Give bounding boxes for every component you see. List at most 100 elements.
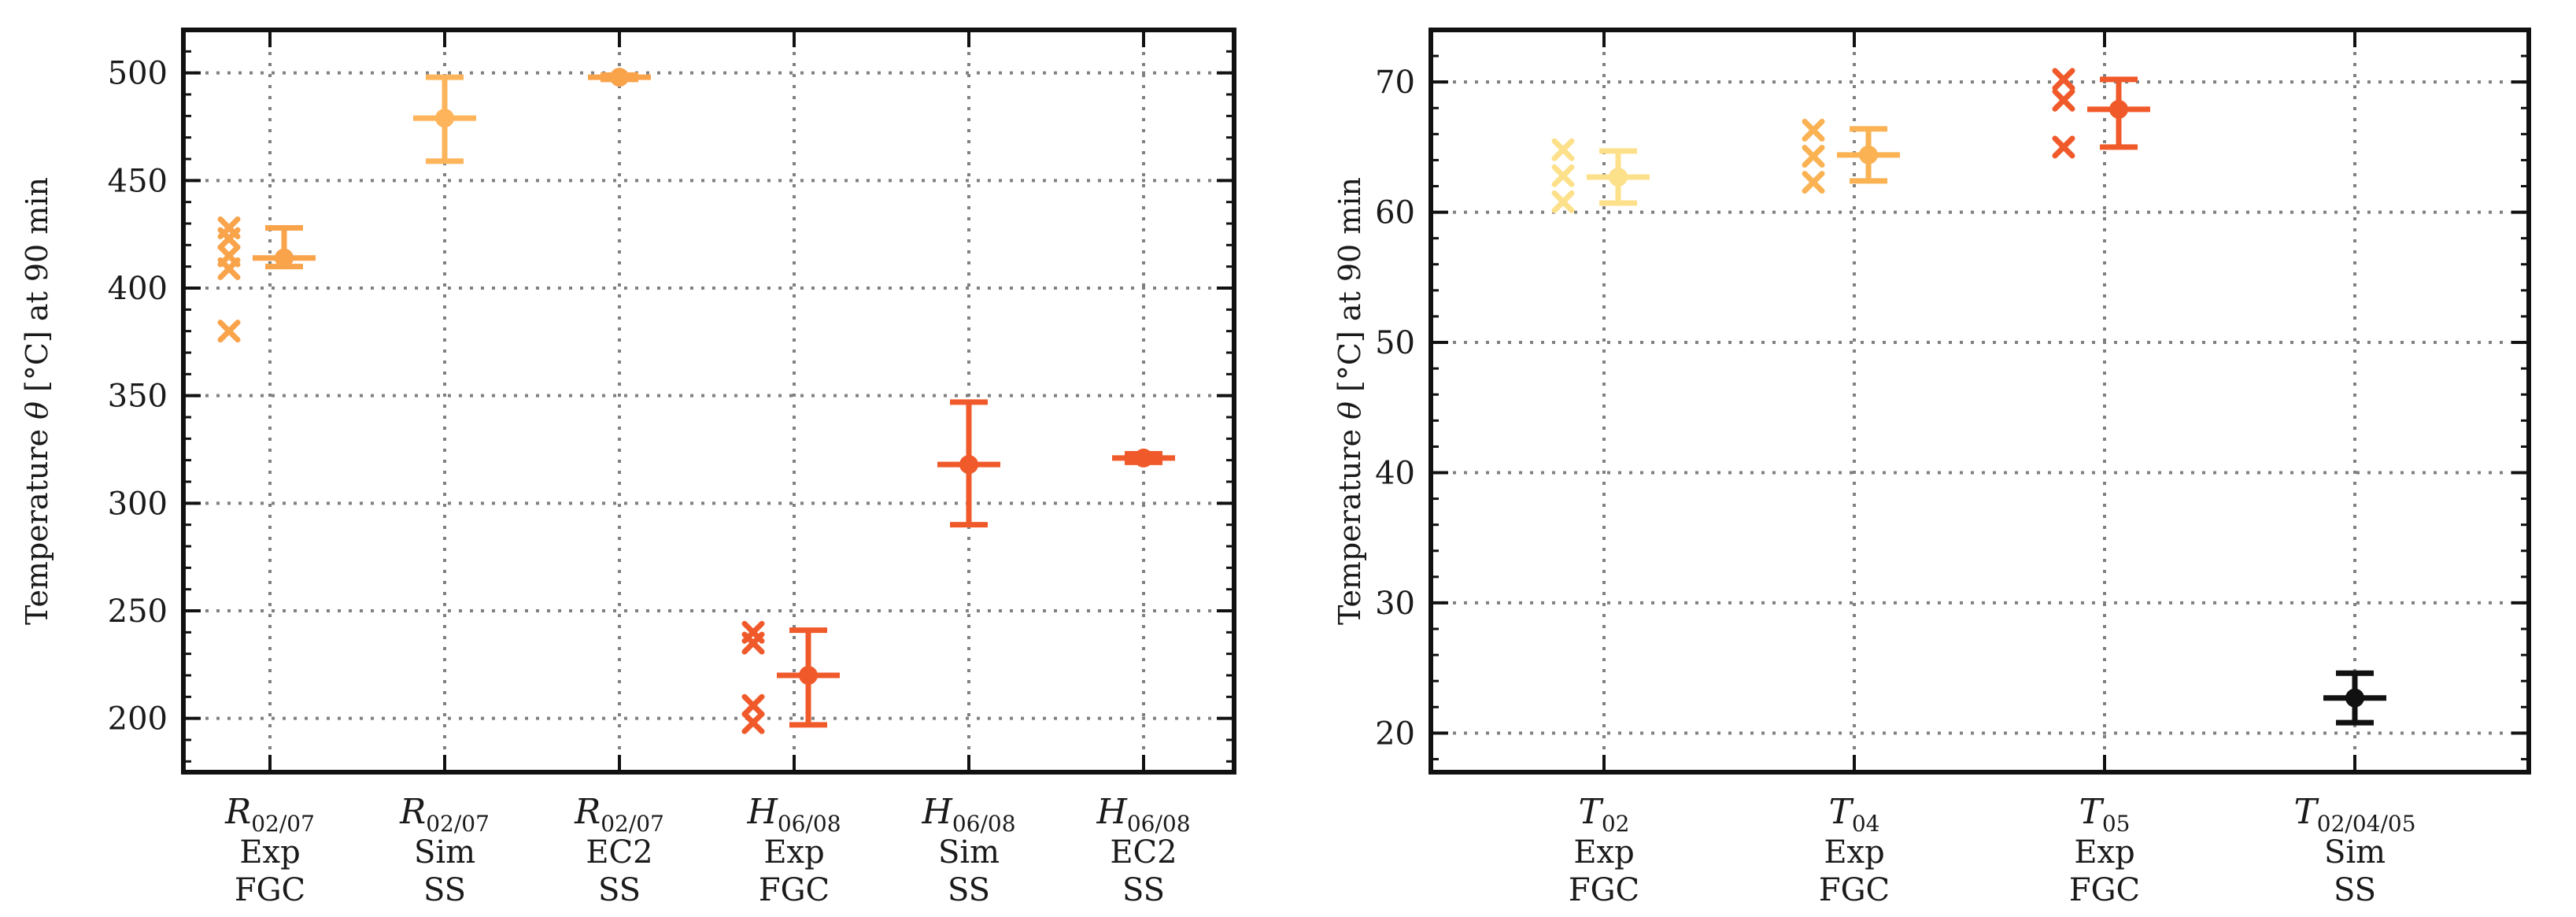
mean-point [275,248,294,268]
x-category-label: T05 [2079,792,2131,837]
sample-stroke [741,631,765,655]
x-category-label: R02/07 [574,792,664,837]
mean-point [959,455,978,475]
x-category-line2: Exp [239,834,300,871]
sample-marker [217,257,241,280]
sample-stroke [1551,190,1575,213]
x-category-label: R02/07 [399,792,490,837]
y-tick-label: 70 [1375,65,1415,101]
mean-point [1859,145,1878,165]
y-tick-label: 400 [108,271,168,307]
y-axis-title-theta: θ [20,401,54,420]
sample-stroke [1802,144,1825,168]
sample-stroke [1802,171,1825,194]
y-tick-label: 250 [108,593,168,630]
x-category-line2: Exp [763,834,824,871]
x-category-label: T02 [1579,792,1630,837]
sample-marker [1802,171,1825,194]
mean-point [1134,448,1153,468]
category-subscript: 06/08 [952,811,1016,837]
x-category-line2: Sim [2324,834,2386,871]
data-group [2052,68,2150,159]
y-axis-title-text: [°C] at 90 min [20,177,54,401]
sample-marker [2052,135,2075,159]
sample-stroke [2052,135,2075,159]
sample-marker [1551,164,1575,187]
data-group [1112,448,1175,468]
chart-panel-2: 203040506070T02ExpFGCT04ExpFGCT05ExpFGCT… [1332,28,2531,908]
sample-stroke [217,227,241,250]
x-category-label: T04 [1829,792,1880,837]
category-subscript: 02/07 [426,811,490,837]
mean-point [2345,688,2364,708]
category-symbol: R [399,792,426,832]
sample-marker [2052,88,2075,112]
y-tick-label: 450 [108,163,168,199]
y-tick-label: 40 [1375,455,1415,491]
x-category-line3: FGC [1569,872,1639,908]
sample-marker [2052,68,2075,91]
x-category-line3: SS [598,872,641,908]
y-axis-title: Temperature θ [°C] at 90 min [1332,177,1367,625]
y-tick-label: 30 [1375,586,1415,622]
sample-stroke [2052,68,2075,91]
x-category-line2: Exp [1573,834,1634,871]
category-subscript: 04 [1852,811,1880,837]
category-symbol: T [1579,792,1605,832]
data-group [1802,118,1900,194]
category-symbol: T [2293,792,2319,832]
data-group [2323,670,2386,726]
sample-marker [1551,190,1575,213]
data-group [413,74,476,165]
x-category-line2: Exp [2074,834,2134,871]
sample-stroke [1551,164,1575,187]
tick-marks [1431,28,2529,772]
category-subscript: 02/07 [601,811,664,837]
category-subscript: 06/08 [1127,811,1191,837]
y-axis-title-theta: θ [1332,401,1367,420]
y-axis-title-text: [°C] at 90 min [1332,177,1367,401]
grid [1431,30,2529,772]
x-category-label: H06/08 [921,792,1015,837]
x-category-label: H06/08 [746,792,841,837]
sample-stroke [1802,118,1825,142]
y-tick-label: 60 [1375,195,1415,231]
category-symbol: H [921,792,953,832]
sample-marker [1802,144,1825,168]
x-category-line2: EC2 [1110,834,1177,871]
x-category-line3: SS [423,872,466,908]
category-symbol: R [574,792,601,832]
sample-marker [741,693,765,717]
data-group [217,216,316,343]
sample-stroke [217,320,241,343]
chart-panel-1: 200250300350400450500R02/07ExpFGCR02/07S… [20,28,1236,908]
category-symbol: R [224,792,251,832]
mean-point [1609,167,1628,187]
sample-stroke [217,257,241,280]
y-tick-label: 20 [1375,715,1415,752]
plot-frame [1428,28,2531,775]
x-category-line3: FGC [235,872,305,908]
x-category-line3: SS [1122,872,1165,908]
y-axis-title: Temperature θ [°C] at 90 min [20,177,54,625]
x-category-line2: Sim [414,834,475,871]
x-category-line2: Sim [938,834,1000,871]
x-category-line3: FGC [759,872,830,908]
data-group [1551,138,1650,213]
mean-point [2109,99,2128,119]
x-category-line2: EC2 [586,834,652,871]
x-category-line3: FGC [1819,872,1890,908]
category-subscript: 05 [2102,811,2131,837]
sample-stroke [1551,138,1575,161]
x-category-line3: SS [2334,872,2376,908]
y-tick-label: 350 [108,379,168,415]
sample-stroke [741,693,765,717]
sample-marker [741,711,765,734]
x-category-label: R02/07 [224,792,315,837]
sample-marker [741,631,765,655]
category-symbol: T [2079,792,2105,832]
category-symbol: H [746,792,778,832]
x-category-line3: FGC [2069,872,2140,908]
tick-marks [183,28,1234,772]
mean-point [435,109,454,128]
